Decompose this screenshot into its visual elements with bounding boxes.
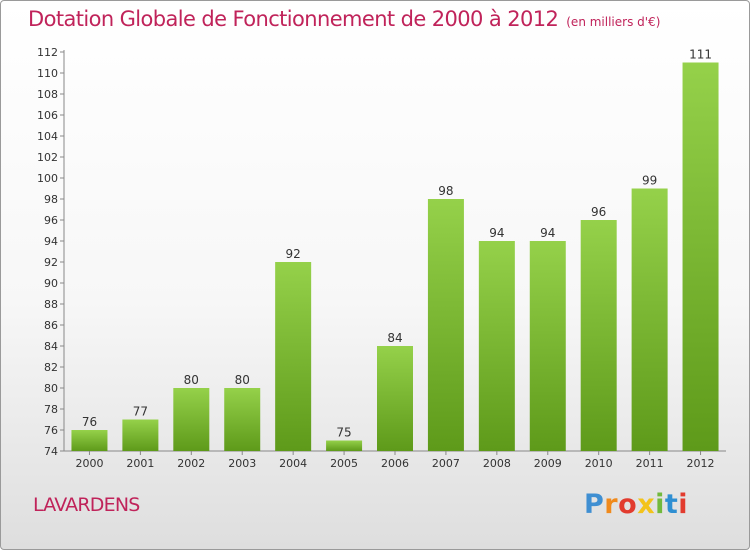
bar-value-label: 77 — [133, 405, 148, 419]
y-tick-label: 76 — [44, 424, 58, 437]
bar-2010 — [580, 220, 617, 451]
bar-value-label: 94 — [489, 226, 504, 240]
bar-2011 — [631, 188, 668, 451]
bar-value-label: 84 — [387, 331, 402, 345]
place-name: LAVARDENS — [33, 494, 140, 516]
chart-subtitle: (en milliers d'€) — [566, 15, 661, 29]
x-tick-label: 2003 — [228, 457, 256, 470]
x-tick-label: 2006 — [381, 457, 409, 470]
y-tick-label: 74 — [44, 445, 58, 458]
bar-2007 — [427, 199, 464, 451]
x-tick-label: 2002 — [177, 457, 205, 470]
logo-letter: o — [618, 489, 638, 520]
logo-letter: i — [678, 489, 689, 520]
bar-2005 — [326, 440, 363, 451]
x-tick-label: 2010 — [585, 457, 613, 470]
y-tick-label: 110 — [37, 67, 58, 80]
y-tick-label: 102 — [37, 151, 58, 164]
y-tick-label: 112 — [37, 46, 58, 59]
logo-letter: i — [655, 489, 665, 520]
bar-2009 — [529, 241, 566, 451]
x-axis: 2000 2001 2002 2003 2004 2005 2006 2007 2008 2009… — [75, 451, 715, 470]
bar-value-label: 94 — [540, 226, 555, 240]
x-tick-label: 2008 — [483, 457, 511, 470]
x-tick-label: 2001 — [126, 457, 154, 470]
y-tick-label: 98 — [44, 193, 58, 206]
bar-value-label: 80 — [235, 373, 250, 387]
y-tick-label: 86 — [44, 319, 58, 332]
logo-letter: x — [637, 489, 656, 520]
bar-value-label: 76 — [82, 415, 97, 429]
bar-2001 — [122, 419, 159, 451]
proxiti-logo: Proxiti — [584, 489, 688, 520]
title-text: Dotation Globale de Fonctionnement de 20… — [28, 7, 559, 31]
y-tick-label: 90 — [44, 277, 58, 290]
y-tick-label: 84 — [44, 340, 58, 353]
bar-value-label: 96 — [591, 205, 606, 219]
bar-2000 — [71, 430, 108, 451]
y-tick-label: 96 — [44, 214, 58, 227]
logo-letter: t — [664, 489, 679, 520]
chart-title: Dotation Globale de Fonctionnement de 20… — [28, 7, 660, 31]
y-tick-label: 100 — [37, 172, 58, 185]
y-tick-label: 92 — [44, 256, 58, 269]
bar-value-label: 99 — [642, 174, 657, 188]
bar-value-label: 98 — [438, 184, 453, 198]
y-tick-label: 82 — [44, 361, 58, 374]
y-tick-label: 106 — [37, 109, 58, 122]
x-tick-label: 2000 — [75, 457, 103, 470]
bar-2006 — [377, 346, 413, 451]
bar-value-label: 111 — [689, 48, 712, 62]
bar-value-label: 80 — [184, 373, 199, 387]
logo-letter: r — [604, 489, 619, 520]
y-tick-label: 108 — [37, 88, 58, 101]
x-tick-label: 2011 — [636, 457, 664, 470]
y-tick-label: 104 — [37, 130, 58, 143]
bar-2012 — [682, 62, 719, 451]
x-tick-label: 2004 — [279, 457, 307, 470]
x-tick-label: 2012 — [687, 457, 715, 470]
y-tick-label: 88 — [44, 298, 58, 311]
y-tick-label: 78 — [44, 403, 58, 416]
bar-value-label: 75 — [336, 426, 351, 440]
y-axis: 74 76 78 80 82 84 86 88 90 92 94 96 98 100 102 104 106 10… — [37, 46, 726, 458]
bar-2002 — [173, 388, 210, 451]
x-tick-label: 2005 — [330, 457, 358, 470]
x-tick-label: 2009 — [534, 457, 562, 470]
bar-2003 — [224, 388, 261, 451]
y-tick-label: 80 — [44, 382, 58, 395]
y-tick-label: 94 — [44, 235, 58, 248]
bar-2004 — [275, 262, 312, 451]
bars: 76 77 80 80 92 75 84 98 94 94 96 99 111 — [71, 48, 719, 451]
logo-letter: P — [584, 489, 605, 520]
bar-2008 — [478, 241, 515, 451]
x-tick-label: 2007 — [432, 457, 460, 470]
bar-value-label: 92 — [286, 247, 301, 261]
